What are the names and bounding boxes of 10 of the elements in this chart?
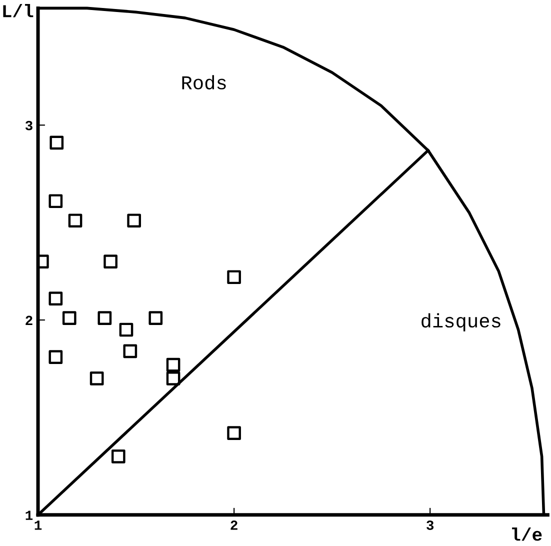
x-tick-label: 2 (230, 520, 238, 530)
y-axis-title: L/l (3, 4, 34, 18)
y-tick-label: 1 (26, 510, 33, 520)
x-tick-label: 1 (34, 520, 42, 530)
y-tick-label: 3 (25, 120, 32, 130)
x-tick-label: 3 (426, 520, 434, 530)
y-tick-label: 2 (26, 316, 32, 326)
x-axis-title: l/e (512, 528, 542, 541)
annotation: disques (422, 313, 500, 332)
annotation: Rods (182, 75, 226, 90)
